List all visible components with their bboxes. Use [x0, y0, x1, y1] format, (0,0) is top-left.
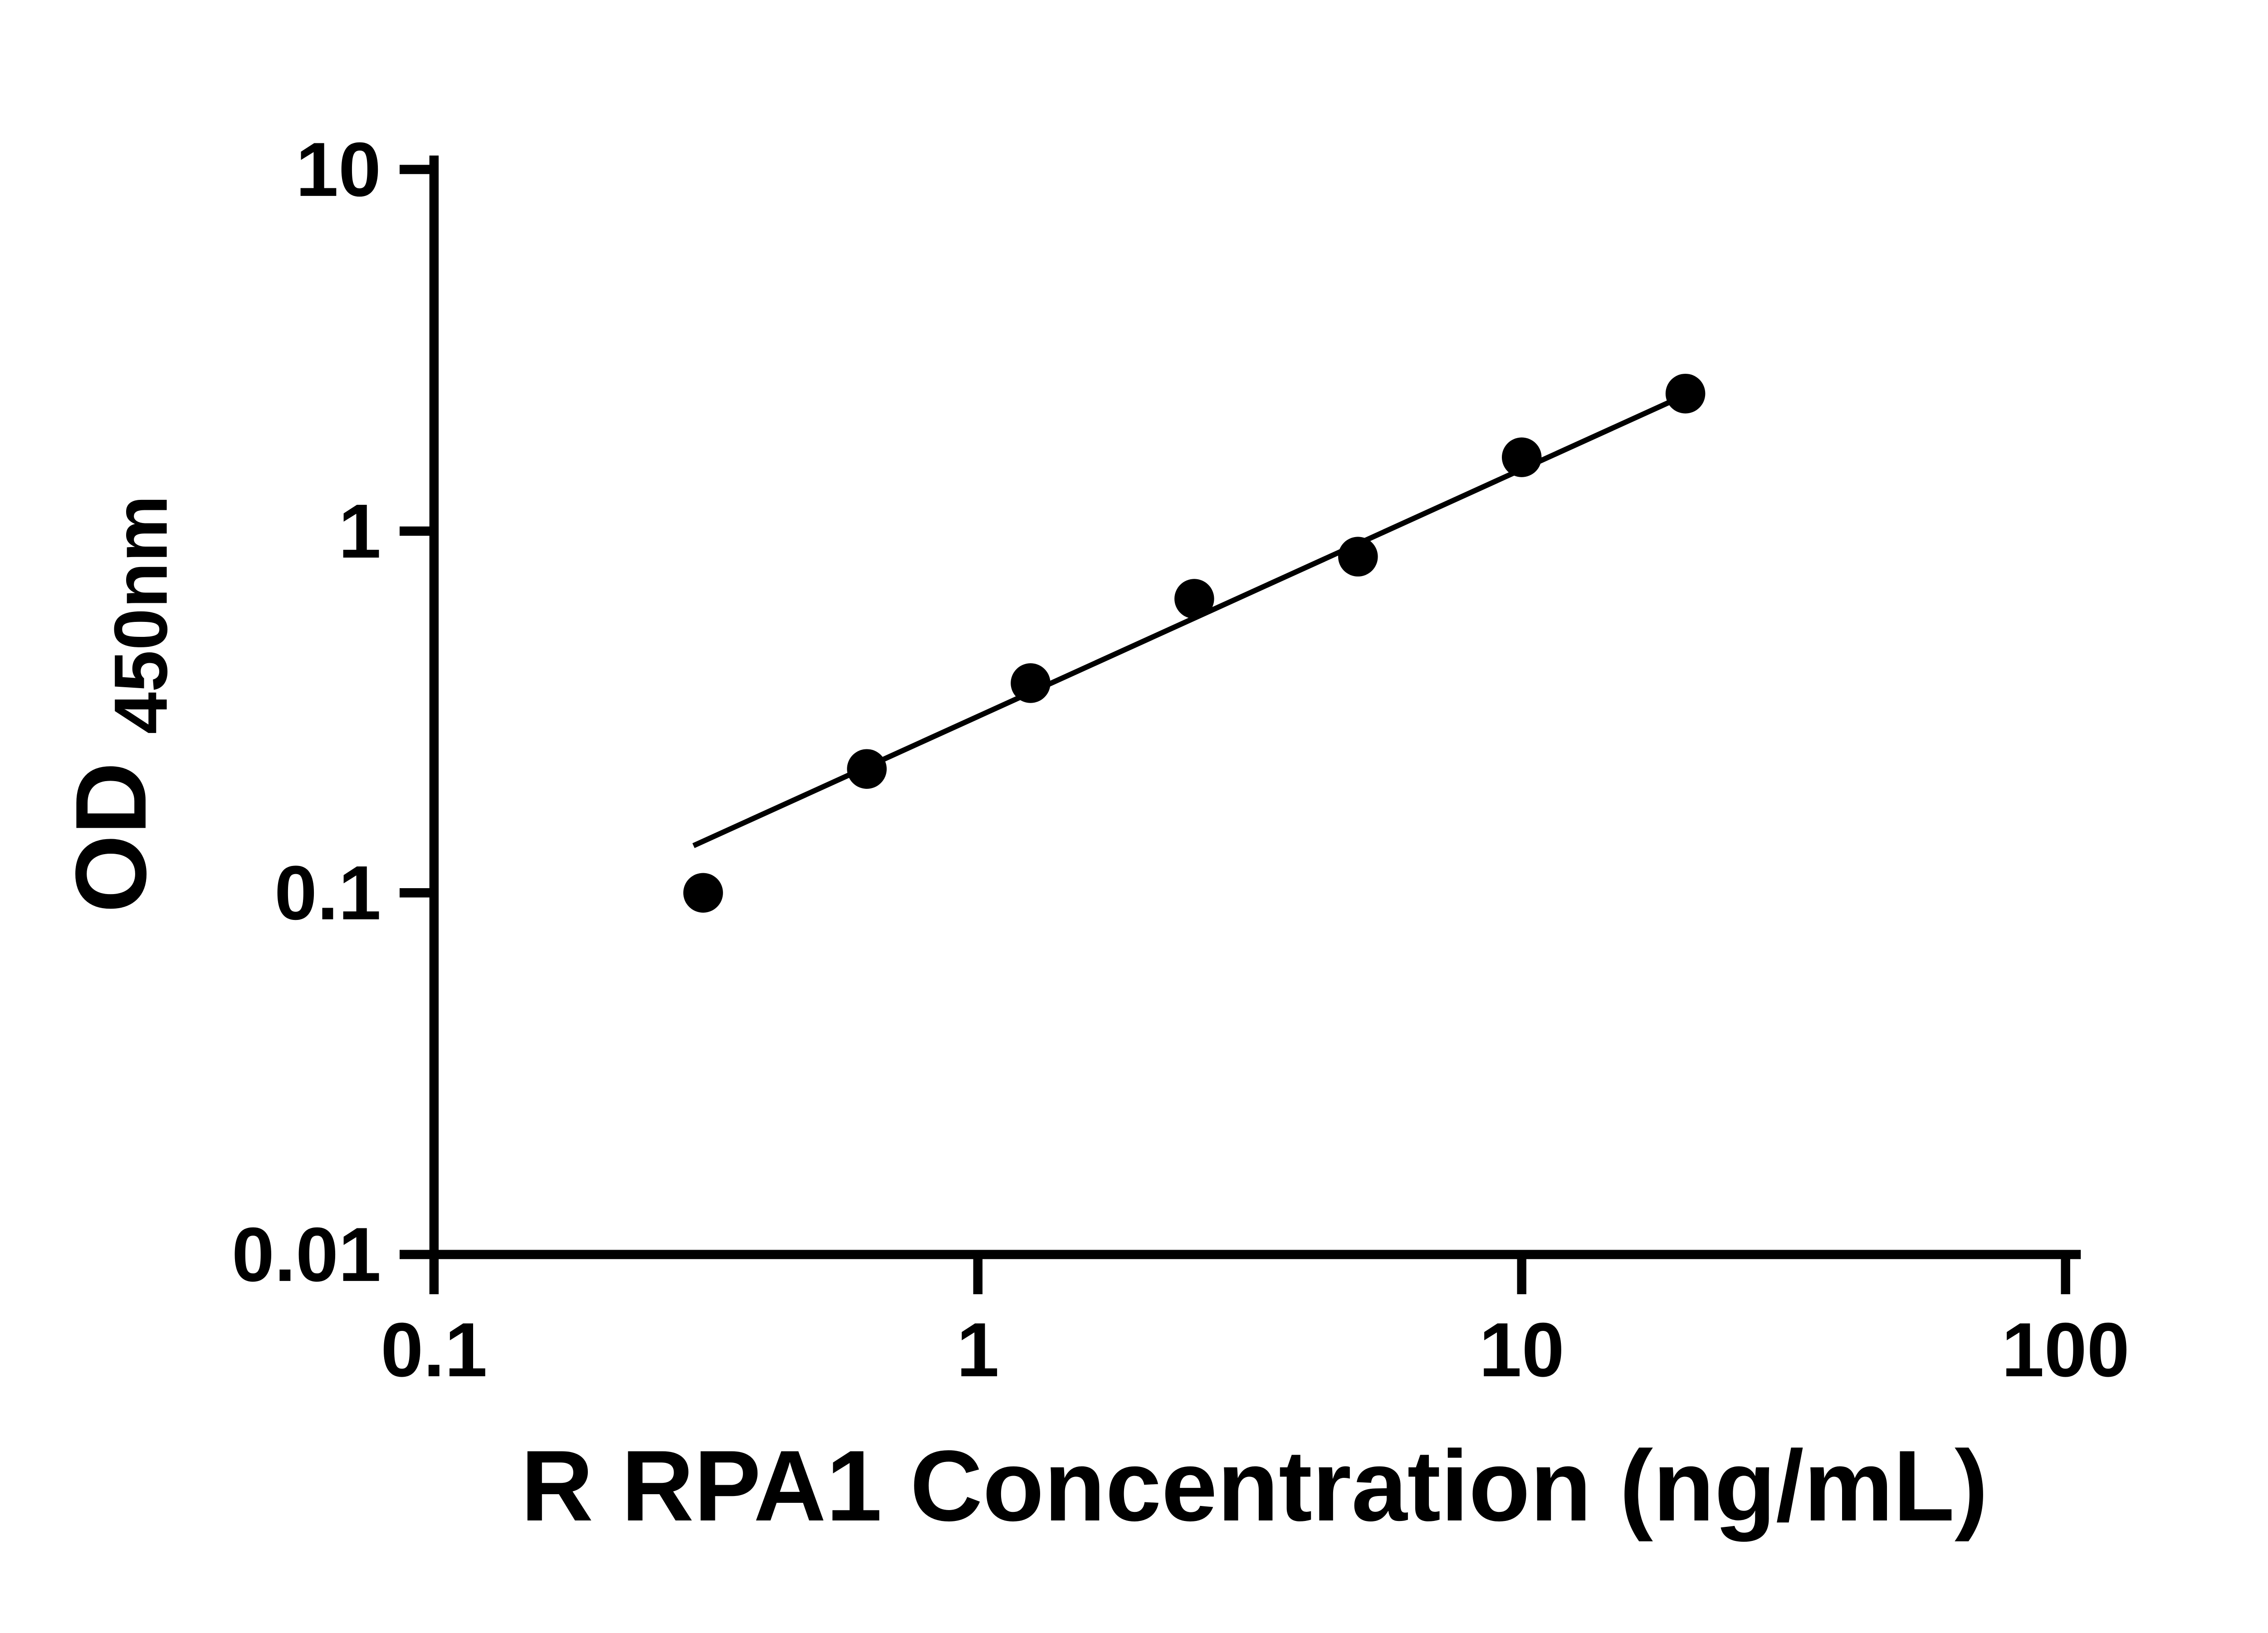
ticks-layer	[399, 165, 2070, 1295]
data-point	[683, 873, 723, 913]
data-point	[1174, 579, 1214, 619]
axes-layer	[429, 155, 2081, 1259]
y-axis-title-main: OD	[54, 762, 167, 913]
x-tick-label: 10	[1479, 1307, 1564, 1393]
y-tick-label: 1	[338, 488, 381, 574]
y-tick-label: 10	[296, 127, 381, 212]
data-point	[1011, 663, 1051, 703]
data-point	[1501, 437, 1542, 477]
axis-lines	[429, 155, 2081, 1259]
fit-line	[692, 390, 1692, 848]
x-tick-label: 1	[957, 1307, 999, 1393]
data-point	[1338, 537, 1378, 577]
series-layer	[683, 373, 1706, 913]
x-tick-label: 0.1	[381, 1307, 487, 1393]
y-axis-title: OD 450nm	[54, 495, 183, 913]
x-axis-title: R RPA1 Concentration (ng/mL)	[521, 1429, 1988, 1542]
y-axis-title-sub: 450nm	[99, 495, 183, 734]
y-tick-label: 0.1	[274, 850, 381, 936]
data-point	[847, 749, 887, 789]
y-tick-label: 0.01	[232, 1212, 381, 1297]
data-point	[1665, 373, 1706, 414]
x-tick-label: 100	[2002, 1307, 2130, 1393]
